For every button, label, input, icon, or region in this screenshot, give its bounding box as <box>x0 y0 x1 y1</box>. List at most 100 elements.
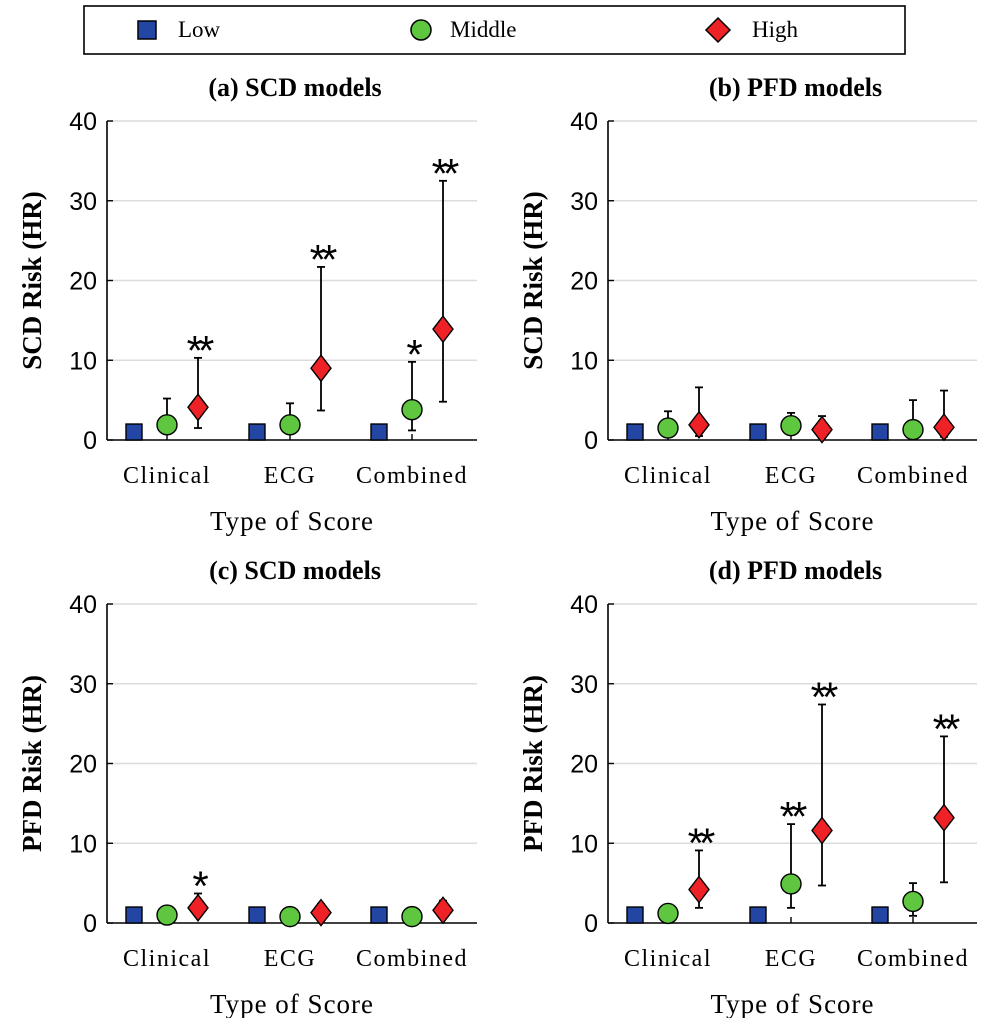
chart-title-0: (a) SCD models <box>208 73 381 102</box>
y-tick-label-2-1: 10 <box>69 830 97 858</box>
x-axis-label-2: Type of Score <box>210 989 374 1018</box>
chart-title-2: (c) SCD models <box>209 556 381 585</box>
marker-high-3-2-2 <box>933 803 955 832</box>
x-tick-label-3-0: Clinical <box>624 946 712 972</box>
y-tick-label-2-3: 30 <box>69 671 97 699</box>
marker-high-1-2-2 <box>933 413 955 442</box>
marker-high-2-2-1 <box>310 898 332 927</box>
marker-low-3-0-2 <box>871 906 889 924</box>
y-tick-label-3-1: 10 <box>570 830 598 858</box>
chart-panel-1: 0 10 20 30 40 Clinical ECG Combined (b) PFD mode… <box>518 73 977 536</box>
x-tick-label-2-0: Clinical <box>123 946 211 972</box>
significance-mark-0-2-1: ** <box>310 236 337 283</box>
marker-low-0-0-2 <box>370 423 388 441</box>
y-tick-label-3-3: 30 <box>570 671 598 699</box>
marker-high-2-2-2 <box>432 896 454 925</box>
marker-low-3-0-1 <box>749 906 767 924</box>
y-tick-label-2-0: 0 <box>83 910 97 938</box>
significance-mark-0-1-2: * <box>406 331 422 378</box>
x-tick-label-1-0: Clinical <box>624 463 712 489</box>
y-axis-label-0: SCD Risk (HR) <box>17 191 47 370</box>
chart-title-3: (d) PFD models <box>709 556 882 585</box>
x-tick-label-0-1: ECG <box>264 463 317 489</box>
marker-middle-1-1-2 <box>902 418 924 441</box>
x-tick-label-3-2: Combined <box>857 946 969 972</box>
x-tick-label-0-2: Combined <box>356 463 468 489</box>
marker-low-2-0-0 <box>125 906 143 924</box>
marker-high-3-2-0 <box>688 875 710 904</box>
legend-high-marker <box>704 16 732 44</box>
legend-high-label: High <box>752 17 799 42</box>
marker-low-1-0-1 <box>749 423 767 441</box>
significance-mark-3-2-2: ** <box>933 705 960 752</box>
chart-panel-2: 0 10 20 30 40 Clinical ECG Combined (c) SCD mode… <box>17 556 477 1018</box>
x-axis-label-1: Type of Score <box>710 506 874 536</box>
significance-mark-3-1-1: ** <box>780 793 807 840</box>
marker-high-2-2-0 <box>187 893 209 922</box>
y-tick-label-1-0: 0 <box>584 427 598 455</box>
marker-middle-2-1-0 <box>156 904 178 926</box>
x-tick-label-2-1: ECG <box>264 946 317 972</box>
marker-low-1-0-2 <box>871 423 889 441</box>
x-tick-label-0-0: Clinical <box>123 463 211 489</box>
x-axis-label-3: Type of Score <box>710 989 874 1018</box>
y-tick-label-0-0: 0 <box>83 427 97 455</box>
marker-low-0-0-0 <box>125 423 143 441</box>
legend-middle-marker <box>410 19 432 41</box>
chart-panel-0: 0 10 20 30 40 Clinical ECG Combined (a) SCD mode… <box>17 73 477 536</box>
legend-low-marker <box>137 20 157 40</box>
marker-middle-2-1-1 <box>279 905 301 928</box>
x-tick-label-3-1: ECG <box>765 946 818 972</box>
chart-panel-3: 0 10 20 30 40 Clinical ECG Combined (d) PFD mode… <box>518 556 977 1018</box>
legend: Low Middle High <box>83 5 906 55</box>
y-tick-label-2-2: 20 <box>69 751 97 779</box>
y-axis-label-3: PFD Risk (HR) <box>518 675 548 852</box>
marker-low-0-0-1 <box>248 423 266 441</box>
marker-low-3-0-0 <box>626 906 644 924</box>
marker-middle-0-1-2 <box>401 398 423 421</box>
marker-middle-1-1-0 <box>657 417 679 439</box>
marker-middle-3-1-2 <box>902 890 924 913</box>
marker-middle-1-1-1 <box>780 414 802 437</box>
marker-high-0-2-2 <box>432 314 454 344</box>
marker-high-0-2-0 <box>187 393 209 422</box>
marker-high-0-2-1 <box>310 354 332 383</box>
x-tick-label-1-2: Combined <box>857 463 969 489</box>
marker-low-2-0-1 <box>248 906 266 924</box>
marker-middle-0-1-1 <box>279 414 301 436</box>
y-tick-label-0-3: 30 <box>69 188 97 216</box>
marker-high-1-2-1 <box>811 415 833 444</box>
legend-low-label: Low <box>178 17 221 42</box>
y-tick-label-3-4: 40 <box>570 591 598 619</box>
y-tick-label-1-3: 30 <box>570 188 598 216</box>
significance-mark-0-2-0: ** <box>187 327 214 374</box>
marker-middle-3-1-1 <box>780 873 802 895</box>
marker-high-1-2-0 <box>688 410 710 439</box>
marker-middle-2-1-2 <box>401 905 423 928</box>
y-tick-label-0-4: 40 <box>69 108 97 136</box>
y-axis-label-1: SCD Risk (HR) <box>518 191 548 370</box>
legend-box <box>83 5 906 55</box>
y-tick-label-3-2: 20 <box>570 751 598 779</box>
y-tick-label-0-2: 20 <box>69 268 97 296</box>
y-tick-label-1-2: 20 <box>570 268 598 296</box>
y-tick-label-2-4: 40 <box>69 591 97 619</box>
significance-mark-3-2-1: ** <box>811 673 838 720</box>
y-tick-label-3-0: 0 <box>584 910 598 938</box>
x-tick-label-2-2: Combined <box>356 946 468 972</box>
marker-middle-0-1-0 <box>156 414 178 436</box>
y-tick-label-1-1: 10 <box>570 347 598 375</box>
chart-title-1: (b) PFD models <box>709 73 882 102</box>
y-tick-label-1-4: 40 <box>570 108 598 136</box>
legend-middle-label: Middle <box>450 17 516 42</box>
x-axis-label-0: Type of Score <box>210 506 374 536</box>
y-axis-label-2: PFD Risk (HR) <box>17 675 47 852</box>
marker-low-1-0-0 <box>626 423 644 441</box>
marker-low-2-0-2 <box>370 906 388 924</box>
significance-mark-0-2-2: ** <box>432 150 459 197</box>
y-tick-label-0-1: 10 <box>69 347 97 375</box>
marker-high-3-2-1 <box>811 816 833 845</box>
marker-middle-3-1-0 <box>657 902 679 925</box>
significance-mark-2-2-0: * <box>192 862 208 909</box>
